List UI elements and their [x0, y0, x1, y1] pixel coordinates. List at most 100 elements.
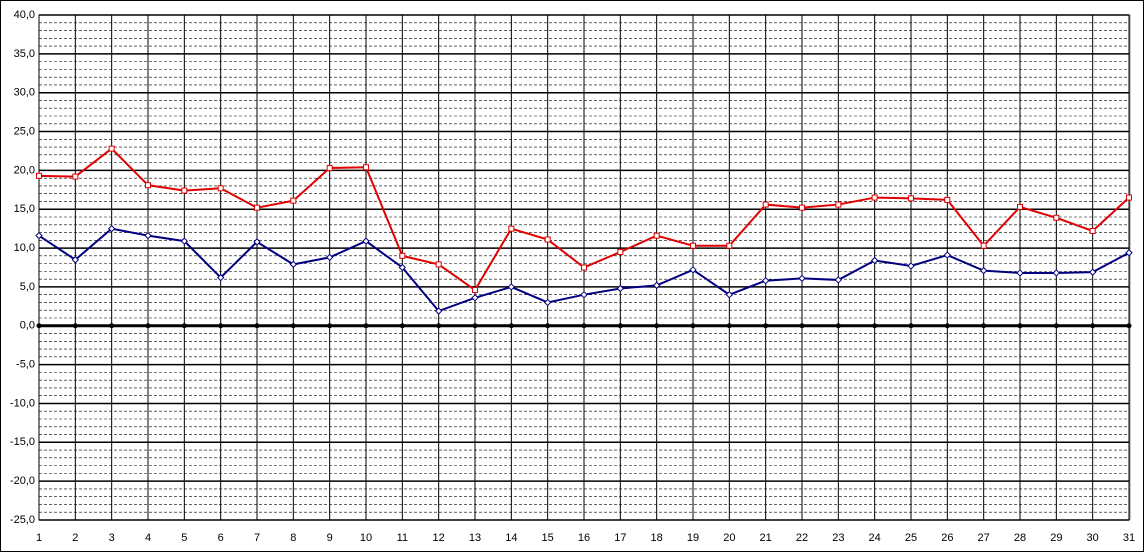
point-marker [35, 231, 43, 240]
x-tick-label: 17 [614, 532, 626, 544]
x-tick-label: 30 [1087, 532, 1099, 544]
point-marker [254, 323, 260, 329]
point-marker [508, 225, 515, 232]
point-marker [471, 294, 479, 302]
point-marker [180, 237, 189, 245]
x-tick-label: 23 [832, 532, 844, 544]
x-tick-label: 1 [36, 532, 42, 544]
point-marker [71, 256, 80, 264]
x-tick-label: 6 [218, 532, 224, 544]
x-tick-label: 21 [760, 532, 772, 544]
point-marker [107, 224, 116, 233]
point-marker [1088, 268, 1097, 276]
point-marker [872, 323, 878, 329]
point-marker [145, 182, 151, 189]
point-marker [72, 323, 78, 329]
point-marker [36, 172, 42, 179]
x-tick-label: 19 [687, 532, 699, 544]
point-marker [1126, 194, 1132, 201]
point-marker [145, 323, 151, 329]
point-marker [943, 251, 952, 259]
y-tick-label: 15,0 [14, 203, 35, 215]
point-marker [472, 287, 478, 294]
point-marker [798, 274, 806, 283]
point-marker [725, 290, 734, 299]
point-marker [543, 298, 552, 307]
point-marker [834, 276, 843, 284]
point-marker [436, 323, 442, 329]
point-marker [979, 266, 988, 275]
point-marker [835, 201, 842, 208]
point-marker [761, 277, 770, 285]
point-marker [544, 236, 551, 243]
point-marker [944, 196, 951, 203]
point-marker [1017, 203, 1023, 210]
point-marker [835, 323, 841, 329]
point-marker [254, 204, 260, 211]
x-tick-label: 15 [542, 532, 554, 544]
point-marker [870, 256, 879, 265]
point-marker [762, 201, 769, 208]
x-tick-label: 7 [254, 532, 260, 544]
x-tick-label: 18 [651, 532, 663, 544]
point-marker [690, 242, 696, 249]
point-marker [108, 145, 115, 152]
y-tick-label: 10,0 [14, 242, 35, 254]
point-marker [690, 323, 696, 329]
y-tick-label: -20,0 [10, 475, 35, 487]
point-marker [799, 323, 805, 329]
point-marker [581, 323, 587, 329]
point-marker [1053, 323, 1059, 329]
point-marker [181, 323, 187, 329]
point-marker [363, 164, 369, 171]
x-tick-label: 8 [290, 532, 296, 544]
x-tick-label: 24 [869, 532, 881, 544]
point-marker [1053, 214, 1060, 221]
point-marker [327, 323, 333, 329]
x-tick-label: 4 [145, 532, 151, 544]
point-marker [799, 204, 805, 211]
point-marker [216, 273, 225, 282]
y-tick-label: 25,0 [14, 125, 35, 137]
point-marker [434, 307, 443, 315]
point-marker [616, 284, 625, 293]
x-tick-label: 3 [109, 532, 115, 544]
point-marker [363, 323, 369, 329]
point-marker [36, 323, 42, 329]
point-marker [1017, 323, 1023, 329]
point-marker [472, 323, 478, 329]
point-marker [1052, 269, 1061, 277]
x-tick-label: 5 [181, 532, 187, 544]
point-marker [652, 281, 661, 290]
x-tick-label: 20 [723, 532, 735, 544]
point-marker [325, 253, 334, 262]
x-tick-label: 31 [1123, 532, 1135, 544]
x-tick-label: 10 [360, 532, 372, 544]
point-marker [109, 323, 115, 329]
point-marker [617, 323, 623, 329]
y-tick-label: 40,0 [14, 9, 35, 21]
point-marker [907, 262, 915, 270]
x-tick-label: 25 [905, 532, 917, 544]
point-marker [689, 266, 697, 274]
point-marker [217, 185, 224, 192]
point-marker [580, 290, 588, 299]
point-marker [1089, 227, 1096, 234]
point-marker [326, 165, 333, 172]
x-tick-label: 11 [397, 532, 408, 544]
x-tick-label: 28 [1014, 532, 1026, 544]
point-marker [181, 187, 188, 194]
point-marker [435, 261, 442, 268]
y-tick-label: 20,0 [14, 164, 35, 176]
point-marker [508, 323, 514, 329]
point-marker [726, 242, 733, 249]
point-marker [581, 264, 587, 271]
point-marker [1125, 249, 1133, 257]
point-marker [398, 263, 407, 272]
point-marker [507, 283, 516, 291]
y-tick-label: 35,0 [14, 48, 35, 60]
point-marker [253, 238, 261, 246]
y-tick-label: -15,0 [10, 436, 35, 448]
point-marker [654, 323, 660, 329]
